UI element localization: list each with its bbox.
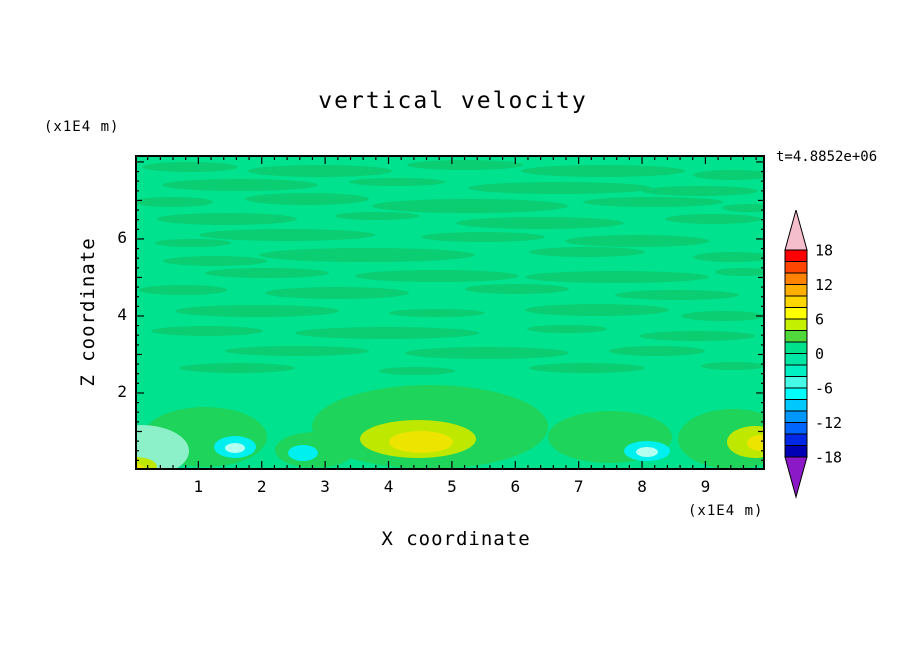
- colorbar-tick-label: -6: [815, 380, 833, 398]
- page-title: vertical velocity: [318, 88, 588, 114]
- y-tick-label: 6: [117, 227, 127, 247]
- colorbar-tick-label: 18: [815, 242, 833, 260]
- x-tick-label: 6: [510, 477, 521, 496]
- x-tick-label: 7: [573, 477, 584, 496]
- x-tick-label: 4: [383, 477, 394, 496]
- y-axis-unit-label: (x1E4 m): [44, 119, 120, 135]
- colorbar-tick-label: -12: [815, 414, 842, 432]
- x-tick-label: 5: [447, 477, 457, 496]
- x-tick-label: 3: [320, 477, 330, 496]
- colorbar-tick-label: -18: [815, 449, 842, 467]
- x-tick-label: 9: [700, 477, 711, 496]
- colorbar-tick-label: 6: [815, 311, 824, 329]
- colorbar: 18 12 6 0 -6 -12 -18: [784, 210, 842, 499]
- y-tick-label: 2: [117, 381, 127, 401]
- x-tick-label: 2: [256, 477, 267, 496]
- contour-plot-canvas: [135, 155, 765, 470]
- x-axis-label: X coordinate: [381, 528, 531, 550]
- time-annotation: t=4.8852e+06: [776, 149, 878, 165]
- x-tick-label: 8: [637, 477, 647, 496]
- y-tick-label: 4: [117, 304, 127, 324]
- x-tick-label: 1: [193, 477, 204, 496]
- colorbar-tick-label: 0: [815, 345, 824, 363]
- x-axis-unit-label: (x1E4 m): [688, 503, 764, 519]
- colorbar-tick-label: 12: [815, 276, 833, 294]
